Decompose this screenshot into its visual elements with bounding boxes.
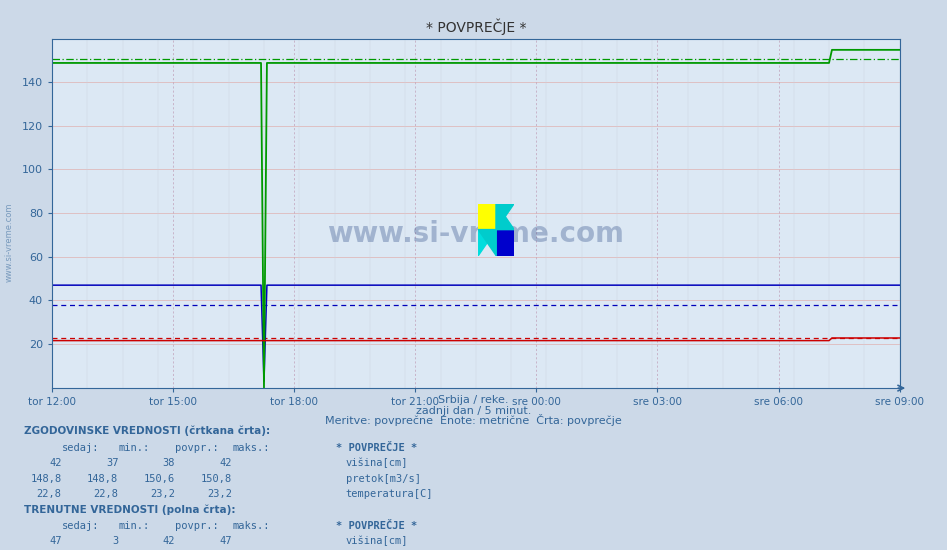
Polygon shape [496, 204, 514, 230]
Text: www.si-vreme.com: www.si-vreme.com [5, 202, 14, 282]
Text: povpr.:: povpr.: [175, 521, 219, 531]
Bar [496, 230, 514, 256]
Text: * POVPREČJE *: * POVPREČJE * [336, 443, 418, 453]
Text: 148,8: 148,8 [87, 474, 118, 484]
Text: 47: 47 [220, 536, 232, 547]
Text: 23,2: 23,2 [151, 489, 175, 499]
Text: višina[cm]: višina[cm] [346, 536, 408, 547]
Text: 148,8: 148,8 [30, 474, 62, 484]
Polygon shape [478, 230, 496, 256]
Text: 22,8: 22,8 [37, 489, 62, 499]
Title: * POVPREČJE *: * POVPREČJE * [425, 18, 527, 35]
Text: zadnji dan / 5 minut.: zadnji dan / 5 minut. [416, 405, 531, 416]
Text: sedaj:: sedaj: [62, 443, 99, 453]
Text: * POVPREČJE *: * POVPREČJE * [336, 521, 418, 531]
Text: TRENUTNE VREDNOSTI (polna črta):: TRENUTNE VREDNOSTI (polna črta): [24, 504, 235, 515]
Text: min.:: min.: [118, 443, 150, 453]
Text: maks.:: maks.: [232, 443, 270, 453]
Text: 37: 37 [106, 458, 118, 469]
Text: višina[cm]: višina[cm] [346, 458, 408, 469]
Text: 47: 47 [49, 536, 62, 547]
Polygon shape [496, 204, 514, 230]
Text: 42: 42 [49, 458, 62, 469]
Text: povpr.:: povpr.: [175, 443, 219, 453]
Text: 3: 3 [112, 536, 118, 547]
Bar [478, 204, 496, 230]
Text: sedaj:: sedaj: [62, 521, 99, 531]
Text: 42: 42 [163, 536, 175, 547]
Polygon shape [478, 230, 496, 256]
Text: 23,2: 23,2 [207, 489, 232, 499]
Text: 22,8: 22,8 [94, 489, 118, 499]
Text: temperatura[C]: temperatura[C] [346, 489, 433, 499]
Text: maks.:: maks.: [232, 521, 270, 531]
Text: Meritve: povprečne  Enote: metrične  Črta: povprečje: Meritve: povprečne Enote: metrične Črta:… [325, 414, 622, 426]
Text: min.:: min.: [118, 521, 150, 531]
Text: 42: 42 [220, 458, 232, 469]
Text: ZGODOVINSKE VREDNOSTI (črtkana črta):: ZGODOVINSKE VREDNOSTI (črtkana črta): [24, 426, 270, 437]
Text: pretok[m3/s]: pretok[m3/s] [346, 474, 420, 484]
Text: Srbija / reke.: Srbija / reke. [438, 395, 509, 405]
Text: 150,8: 150,8 [201, 474, 232, 484]
Text: www.si-vreme.com: www.si-vreme.com [328, 220, 624, 248]
Text: 38: 38 [163, 458, 175, 469]
Text: 150,6: 150,6 [144, 474, 175, 484]
